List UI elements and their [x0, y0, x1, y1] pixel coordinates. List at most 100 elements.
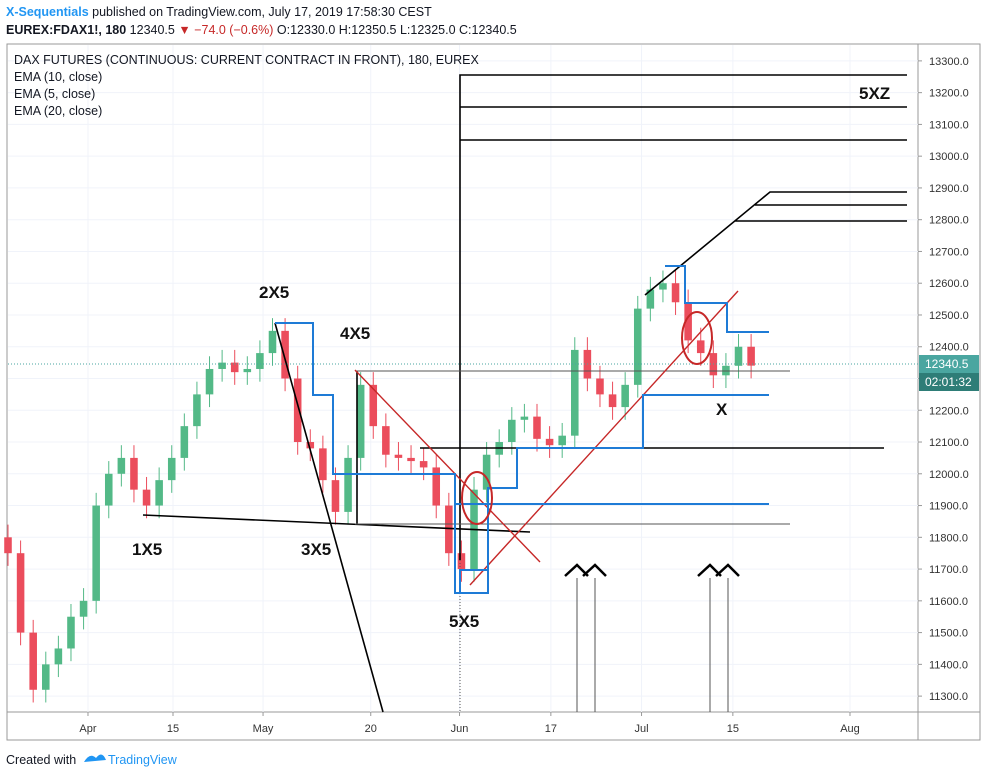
y-tick-label: 12200.0 — [929, 405, 969, 417]
target-lines — [644, 191, 907, 296]
target-lines — [459, 74, 907, 560]
ohlc: L:12325.0 — [400, 23, 456, 37]
candle-body — [117, 457, 126, 474]
candle-body — [155, 480, 163, 506]
candle-body — [520, 416, 529, 420]
annotation: 4X5 — [340, 324, 370, 343]
candle-body — [29, 632, 37, 690]
candle-body — [130, 457, 138, 490]
drawings — [8, 74, 918, 713]
candle-body — [407, 457, 415, 462]
y-tick-label: 12800.0 — [929, 215, 969, 227]
header-line2: EUREX:FDAX1!, 180 12340.5 ▼ −74.0 (−0.6%… — [6, 23, 517, 37]
candle-body — [482, 454, 491, 490]
candle-body — [369, 384, 378, 427]
chart-title: DAX FUTURES (CONTINUOUS: CURRENT CONTRAC… — [14, 53, 480, 67]
x-tick-label: 15 — [727, 723, 739, 735]
candle-body — [558, 435, 566, 446]
candle-body — [4, 537, 12, 554]
level-lines — [355, 370, 790, 525]
candle-body — [356, 384, 365, 458]
y-tick-label: 11400.0 — [929, 659, 968, 671]
annotation: 2X5 — [259, 283, 289, 302]
candle-body — [696, 340, 705, 354]
candle-body — [193, 394, 201, 427]
y-tick-label: 11900.0 — [929, 501, 968, 513]
y-tick-label: 12000.0 — [929, 469, 969, 481]
candle-body — [180, 426, 189, 458]
candle-body — [54, 648, 63, 665]
candle-body — [596, 378, 604, 395]
x-tick-label: Jun — [451, 723, 469, 735]
ohlc: H:12350.5 — [339, 23, 397, 37]
footer-created: Created with — [6, 753, 76, 767]
candle-body — [734, 346, 743, 366]
candle-body — [142, 489, 151, 506]
candle-body — [747, 346, 755, 366]
ohlc: O:12330.0 — [277, 23, 335, 37]
y-tick-label: 12400.0 — [929, 342, 969, 354]
countdown-badge — [919, 373, 979, 391]
candle-body — [243, 368, 252, 373]
header-line1: X-Sequentials published on TradingView.c… — [6, 5, 432, 19]
candle-body — [218, 362, 226, 369]
y-tick-label: 11800.0 — [929, 532, 968, 544]
ticks: 11300.0 11400.0 11500.0 11600.0 11700.0 11800… — [8, 45, 969, 735]
chart-frame — [6, 43, 981, 741]
annotation: 5XZ — [859, 84, 890, 103]
y-tick-label: 13200.0 — [929, 88, 969, 100]
annotation: 3X5 — [301, 540, 331, 559]
y-tick-label: 13000.0 — [929, 151, 969, 163]
x-tick-label: Aug — [840, 723, 860, 735]
y-tick-label: 13300.0 — [929, 56, 969, 68]
candle-body — [205, 368, 214, 395]
y-tick-label: 11500.0 — [929, 628, 968, 640]
candle-body — [445, 505, 453, 554]
candle-body — [293, 378, 302, 443]
arrow-heads — [564, 563, 740, 577]
candle-body — [281, 330, 289, 379]
price-label: 12340.5 — [925, 357, 969, 371]
candle-body — [382, 426, 390, 455]
y-tick-label: 13100.0 — [929, 119, 969, 131]
y-tick-label: 12900.0 — [929, 183, 969, 195]
candle-body — [319, 448, 327, 481]
y-tick-label: 11300.0 — [929, 691, 968, 703]
red-trend-lines — [354, 290, 739, 586]
price-badge — [919, 355, 979, 373]
candle-body — [79, 600, 88, 617]
published: published on TradingView.com, July 17, 2… — [92, 5, 432, 19]
indicator: EMA (5, close) — [14, 87, 95, 101]
author[interactable]: X-Sequentials — [6, 5, 89, 19]
x-tick-label: Apr — [79, 723, 96, 735]
trend-line — [274, 322, 384, 713]
candle-body — [344, 457, 352, 512]
candle-body — [545, 438, 554, 446]
candle-body — [256, 353, 264, 369]
candle-body — [659, 283, 667, 290]
annotation: X — [716, 400, 728, 419]
change: ▼ −74.0 (−0.6%) — [178, 23, 273, 37]
candle-body — [457, 553, 466, 570]
footer-brand[interactable]: TradingView — [108, 753, 178, 767]
x-tick-label: 17 — [545, 723, 557, 735]
y-tick-label: 12700.0 — [929, 246, 969, 258]
y-tick-label: 12500.0 — [929, 310, 969, 322]
annotation: 5X5 — [449, 612, 479, 631]
indicator: EMA (20, close) — [14, 104, 102, 118]
arrow-stems — [576, 578, 729, 712]
candle-body — [167, 457, 176, 481]
candle-body — [268, 330, 277, 354]
candle-body — [621, 384, 629, 408]
candle-body — [331, 480, 340, 512]
candle-body — [394, 454, 403, 458]
x-tick-label: May — [253, 723, 274, 735]
candle-body — [432, 467, 441, 506]
candle-body — [419, 461, 428, 468]
candle-body — [633, 308, 642, 385]
candle-body — [671, 283, 680, 303]
candle-body — [684, 302, 692, 341]
